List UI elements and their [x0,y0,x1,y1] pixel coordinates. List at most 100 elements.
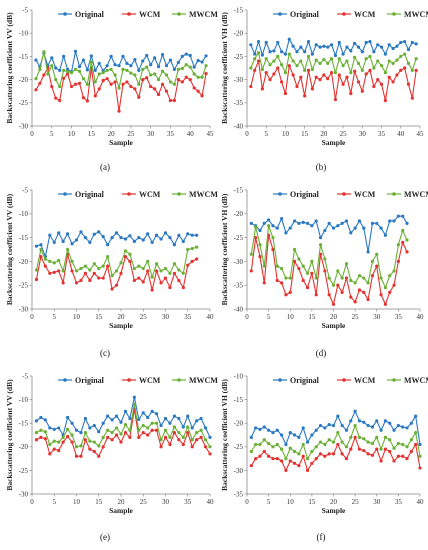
data-point-original [326,45,330,49]
data-point-mwcm [85,82,89,86]
data-point-wcm [310,461,314,465]
data-point-wcm [262,449,266,454]
data-point-mwcm [256,51,261,55]
data-point-mwcm [376,59,380,63]
data-point-wcm [291,73,295,77]
data-point-wcm [272,72,276,76]
data-point-mwcm [284,457,288,461]
legend-label-wcm: WCM [354,376,376,385]
data-point-wcm [340,452,344,456]
data-point-original [301,220,305,224]
data-point-mwcm [345,59,349,63]
data-point-mwcm [57,258,61,263]
data-point-mwcm [341,64,345,68]
data-point-mwcm [106,428,110,432]
x-axis-label: Sample [109,506,133,515]
data-point-original [409,421,413,425]
data-point-original [177,416,181,421]
data-point-wcm [401,240,405,244]
y-tick-label: -40 [234,305,244,313]
data-point-mwcm [301,264,305,268]
data-point-original [79,230,83,234]
data-point-mwcm [34,77,38,81]
data-point-mwcm [181,271,185,275]
data-point-mwcm [168,271,172,275]
data-point-original [267,428,271,432]
data-point-original [366,423,370,428]
data-point-original [184,52,188,56]
data-point-mwcm [39,428,43,432]
data-point-wcm [275,457,279,461]
data-point-mwcm [46,72,50,76]
data-point-original [196,58,200,63]
data-point-wcm [70,440,74,444]
data-point-mwcm [401,228,405,233]
x-tick-label: 35 [395,498,403,506]
y-tick-label: -35 [234,282,244,290]
data-point-wcm [128,435,132,439]
x-tick-label: 35 [184,313,192,321]
y-tick-label: -25 [19,99,29,107]
data-point-mwcm [292,449,297,454]
data-point-mwcm [38,67,42,71]
data-point-original [370,221,375,225]
data-point-original [275,226,279,230]
data-point-original [101,235,105,239]
data-point-mwcm [66,427,70,431]
data-point-mwcm [159,438,163,442]
panel-caption: (e) [100,532,110,542]
data-point-mwcm [305,271,310,275]
data-point-mwcm [123,249,128,253]
data-point-wcm [383,447,387,451]
data-point-wcm [370,274,375,278]
data-point-mwcm [42,50,46,54]
data-point-mwcm [180,66,184,71]
data-point-mwcm [306,54,311,59]
data-point-wcm [399,68,403,72]
y-tick-label: -15 [19,420,29,428]
data-point-wcm [159,281,163,285]
data-point-original [70,242,74,246]
data-point-mwcm [336,269,340,273]
legend-marker-original [278,12,282,16]
data-point-original [132,395,136,399]
data-point-wcm [141,431,145,435]
series-line-wcm [250,58,417,101]
data-point-original [375,419,379,423]
data-point-original [105,64,109,68]
data-point-wcm [150,428,154,432]
data-point-wcm [344,276,349,280]
data-point-original [292,433,297,437]
data-point-wcm [314,293,318,297]
legend-label-original: Original [75,376,105,385]
data-point-mwcm [375,435,379,439]
data-point-wcm [188,78,192,82]
data-point-wcm [288,290,292,294]
data-point-original [258,228,262,233]
data-point-mwcm [372,66,376,70]
data-point-mwcm [295,64,299,68]
legend-marker-wcm [342,12,346,16]
x-tick-label: 15 [88,130,96,138]
data-point-mwcm [70,259,74,263]
data-point-wcm [203,445,208,449]
data-point-wcm [299,75,303,79]
x-tick-label: 5 [264,130,268,138]
data-point-original [368,39,372,44]
legend-marker-mwcm [392,192,396,196]
data-point-original [379,45,384,49]
data-point-wcm [297,266,301,271]
data-point-mwcm [74,269,79,273]
data-point-original [168,236,172,240]
data-point-original [375,221,379,225]
data-point-mwcm [43,430,47,434]
data-point-mwcm [353,423,357,428]
y-tick-label: -25 [234,234,244,242]
data-point-original [256,39,261,44]
data-point-original [401,425,405,429]
data-point-wcm [177,438,181,442]
data-point-wcm [310,87,314,91]
x-tick-label: 5 [267,498,271,506]
data-point-wcm [156,92,161,97]
data-point-original [405,221,409,225]
